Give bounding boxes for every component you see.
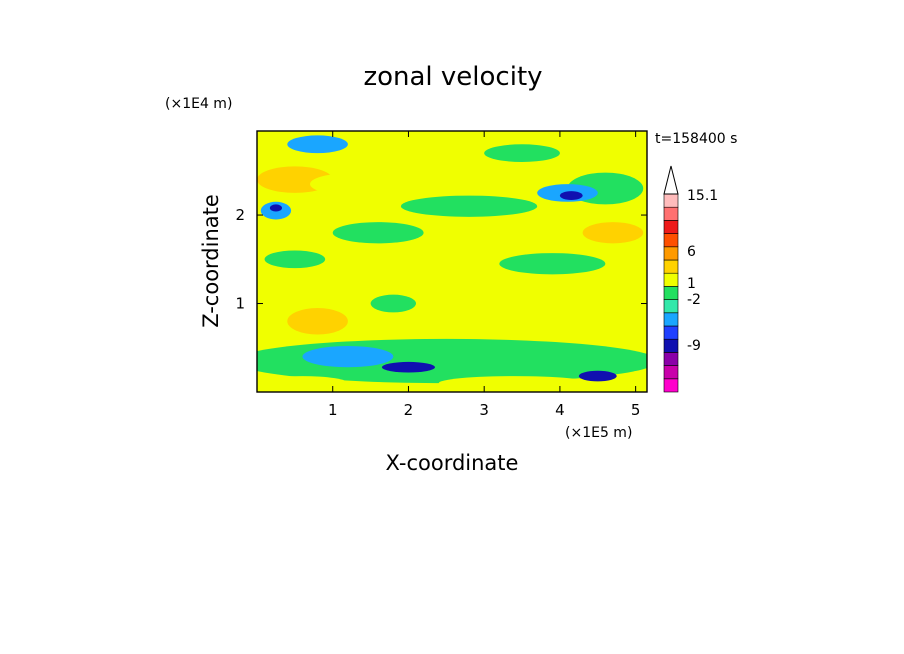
heatmap-region-2 (310, 173, 386, 195)
heatmap-region-8 (287, 135, 348, 154)
heatmap-region-10 (400, 195, 538, 217)
colorbar-label-3: -2 (687, 292, 701, 308)
heatmap-plot-area (256, 130, 648, 393)
colorbar-label-1: 6 (687, 244, 696, 260)
heatmap-region-5 (559, 191, 583, 201)
colorbar-segment-9 (663, 259, 679, 274)
plot-border (256, 130, 648, 393)
heatmap-region-20 (381, 361, 435, 373)
heatmap-region-19 (302, 345, 394, 368)
colorbar-label-0: 15.1 (687, 188, 718, 204)
x-tick-label-3: 4 (555, 401, 565, 419)
colorbar-segment-14 (663, 193, 679, 208)
heatmap-region-15 (287, 307, 348, 335)
heatmap-region-21 (578, 370, 617, 382)
x-axis-label: X-coordinate (386, 451, 519, 475)
x-axis-ticks: 1 2 3 4 5 (328, 131, 640, 419)
y-tick-label-1: 2 (235, 206, 245, 224)
colorbar-segment-6 (663, 299, 679, 314)
colorbar-segment-2 (663, 352, 679, 366)
heatmap-region-16 (370, 294, 417, 313)
heatmap-region-13 (499, 253, 606, 275)
colorbar-segment-5 (663, 312, 679, 327)
heatmap-region-11 (264, 250, 326, 269)
x-tick-label-4: 5 (631, 401, 641, 419)
colorbar-segment-10 (663, 246, 679, 261)
x-tick-label-0: 1 (328, 401, 338, 419)
colorbar-segment-7 (663, 286, 679, 300)
y-axis-label: Z-coordinate (199, 194, 223, 328)
heatmap-region-14 (582, 222, 644, 244)
heatmap-regions (257, 131, 647, 392)
colorbar-overflow-arrow (663, 165, 679, 195)
time-label: t=158400 s (655, 131, 737, 147)
chart-title: zonal velocity (363, 62, 542, 92)
colorbar-label-4: -9 (687, 338, 701, 354)
y-scale-label: (×1E4 m) (165, 96, 232, 112)
colorbar-segment-11 (663, 233, 679, 248)
colorbar-label-2: 1 (687, 276, 696, 292)
heatmap-region-22 (438, 376, 591, 391)
heatmap-region-9 (484, 144, 560, 162)
colorbar-segment-1 (663, 365, 679, 380)
x-scale-label: (×1E5 m) (565, 425, 632, 441)
colorbar-segment-4 (663, 325, 679, 340)
y-axis-ticks: 12 (235, 206, 647, 313)
colorbar-segment-12 (663, 220, 679, 234)
colorbar-segment-13 (663, 206, 679, 221)
colorbar-segment-3 (663, 338, 679, 353)
heatmap-region-17 (544, 306, 636, 328)
colorbar-segment-0 (663, 378, 679, 393)
heatmap-region-12 (332, 222, 424, 244)
colorbar: 15.1 6 1-2 -9 (663, 165, 718, 393)
heatmap-region-23 (257, 376, 348, 391)
heatmap-region-7 (269, 204, 282, 212)
x-tick-label-2: 3 (479, 401, 489, 419)
y-tick-label-0: 1 (235, 295, 245, 313)
x-tick-label-1: 2 (404, 401, 414, 419)
colorbar-segment-8 (663, 272, 679, 287)
